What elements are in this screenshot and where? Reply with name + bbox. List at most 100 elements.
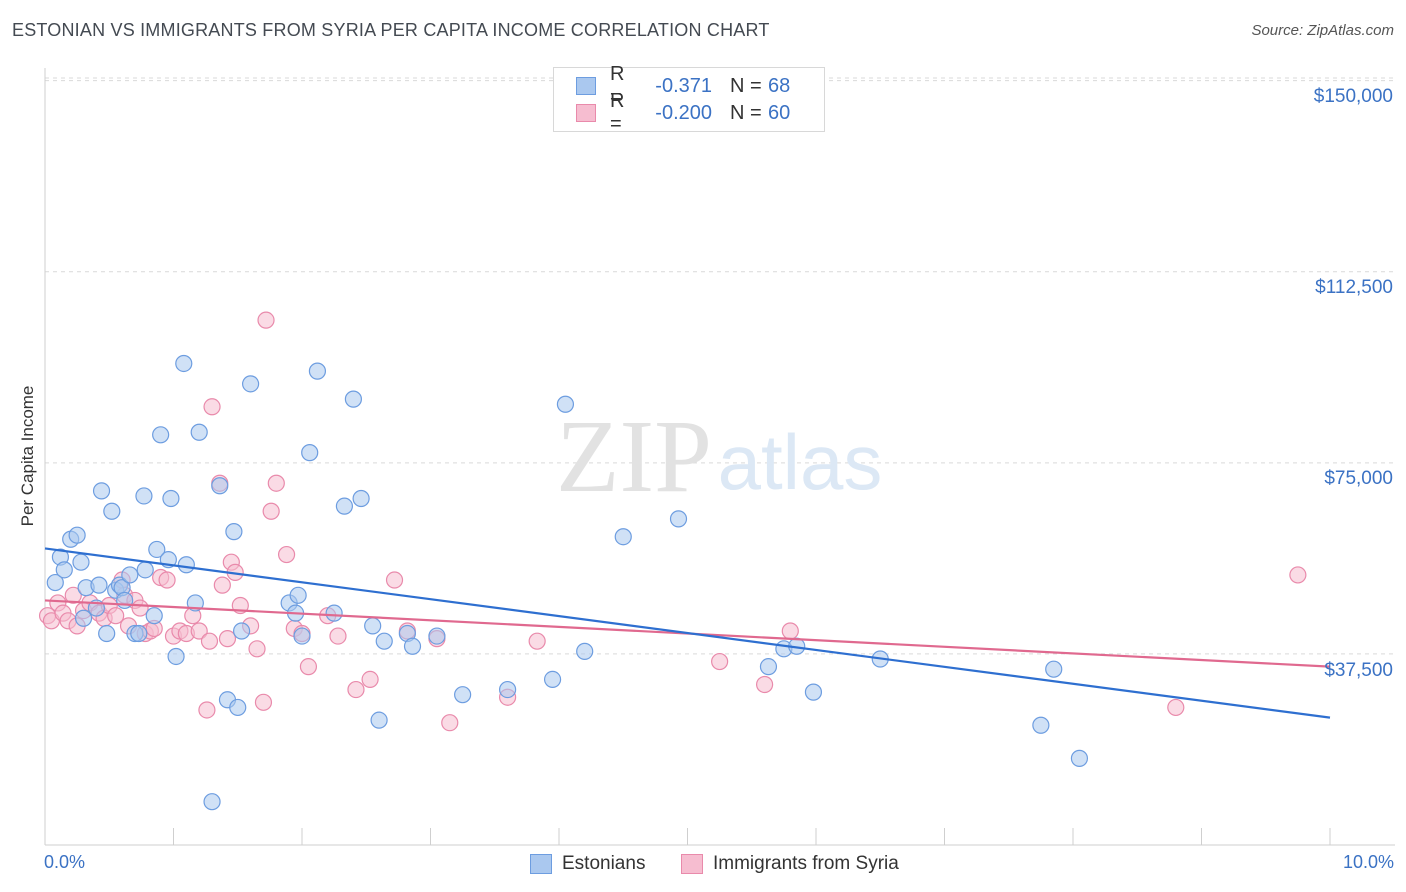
legend-r-label: R = (610, 90, 625, 135)
gridlines (45, 77, 1395, 655)
data-point (92, 482, 111, 500)
data-point (74, 609, 93, 627)
data-point (203, 398, 221, 416)
y-tick-37500: $37,500 (1324, 660, 1393, 681)
data-point (1032, 716, 1050, 734)
data-point (375, 632, 393, 650)
data-point (277, 545, 296, 564)
legend-row-syria: R = -0.200 N = 60 (576, 90, 791, 135)
data-point (225, 523, 243, 541)
legend-n-value: 68 (768, 74, 791, 97)
data-point (347, 680, 365, 699)
data-point (352, 489, 370, 508)
legend-label-syria: Immigrants from Syria (713, 853, 899, 874)
data-point (576, 642, 594, 660)
watermark-atlas: atlas (718, 418, 883, 506)
data-point (135, 487, 153, 505)
data-point (152, 426, 170, 444)
data-point (257, 311, 275, 329)
data-point (361, 670, 379, 688)
trend-lines (44, 547, 1331, 719)
data-point (556, 395, 575, 413)
data-point (64, 586, 82, 604)
data-point (299, 658, 318, 676)
data-point (55, 561, 73, 579)
data-point (116, 591, 134, 610)
data-point (614, 528, 632, 546)
data-point (759, 658, 778, 676)
data-point (528, 632, 546, 650)
data-point (385, 571, 404, 589)
data-point (325, 604, 343, 622)
legend-n-label: N = (730, 74, 762, 97)
data-point (248, 640, 266, 658)
data-point (781, 622, 799, 640)
data-point (145, 607, 163, 625)
data-point (107, 607, 125, 625)
data-point (198, 701, 216, 719)
data-point (301, 444, 319, 462)
data-point (262, 502, 280, 520)
data-point (200, 632, 219, 650)
data-point (121, 566, 139, 584)
data-point (177, 556, 195, 574)
data-point (308, 362, 327, 380)
legend-row-estonians: R = -0.371 N = 68 (576, 63, 791, 108)
legend-n-label: N = (730, 101, 762, 124)
legend-n-value: 60 (768, 101, 791, 124)
data-point (289, 586, 307, 604)
y-tick-75000: $75,000 (1324, 468, 1393, 489)
data-point (203, 793, 221, 811)
data-point (254, 693, 273, 711)
data-point (370, 711, 388, 729)
data-point (1289, 566, 1307, 584)
y-tick-112500: $112,500 (1315, 277, 1393, 298)
bottom-legend-syria: Immigrants from Syria (681, 852, 899, 876)
data-point (136, 561, 154, 579)
data-point (711, 652, 729, 671)
data-point (211, 477, 229, 495)
watermark-zip: ZIP (556, 399, 712, 514)
data-point (403, 637, 422, 655)
data-point (441, 714, 459, 732)
legend-r-value: -0.200 (655, 101, 712, 124)
data-point (499, 680, 517, 699)
data-point (267, 474, 285, 492)
data-point (72, 553, 90, 571)
data-point (1045, 660, 1063, 678)
bottom-legend-estonians: Estonians (530, 852, 645, 876)
series-estonians-points (46, 354, 1089, 811)
data-point (329, 627, 347, 645)
legend-swatch-syria (576, 104, 596, 122)
data-point (46, 573, 64, 592)
legend-r-value: -0.371 (655, 74, 712, 97)
data-point (1070, 749, 1089, 767)
data-point (167, 647, 185, 666)
data-point (543, 670, 562, 688)
y-tick-150000: $150,000 (1313, 86, 1393, 107)
data-point (454, 686, 472, 704)
data-point (1167, 698, 1185, 717)
data-point (90, 576, 108, 594)
legend-swatch-estonians (576, 77, 596, 95)
data-point (190, 423, 208, 441)
data-point (131, 599, 149, 617)
data-point (364, 617, 382, 635)
correlation-legend: R = -0.371 N = 68 R = -0.200 N = 60 (553, 63, 825, 135)
data-point (103, 502, 121, 520)
data-point (213, 576, 231, 594)
legend-swatch-estonians (530, 854, 552, 874)
watermark: ZIP atlas (556, 399, 882, 514)
data-point (175, 354, 193, 373)
data-point (68, 526, 86, 544)
data-point (669, 510, 688, 528)
data-point (218, 630, 237, 648)
legend-r-label: R = (610, 63, 625, 108)
legend-label-estonians: Estonians (562, 853, 646, 874)
data-point (229, 698, 247, 717)
data-point (804, 683, 823, 701)
data-point (428, 627, 446, 645)
data-point (344, 390, 362, 408)
source-label: Source: ZipAtlas.com (1251, 22, 1394, 39)
